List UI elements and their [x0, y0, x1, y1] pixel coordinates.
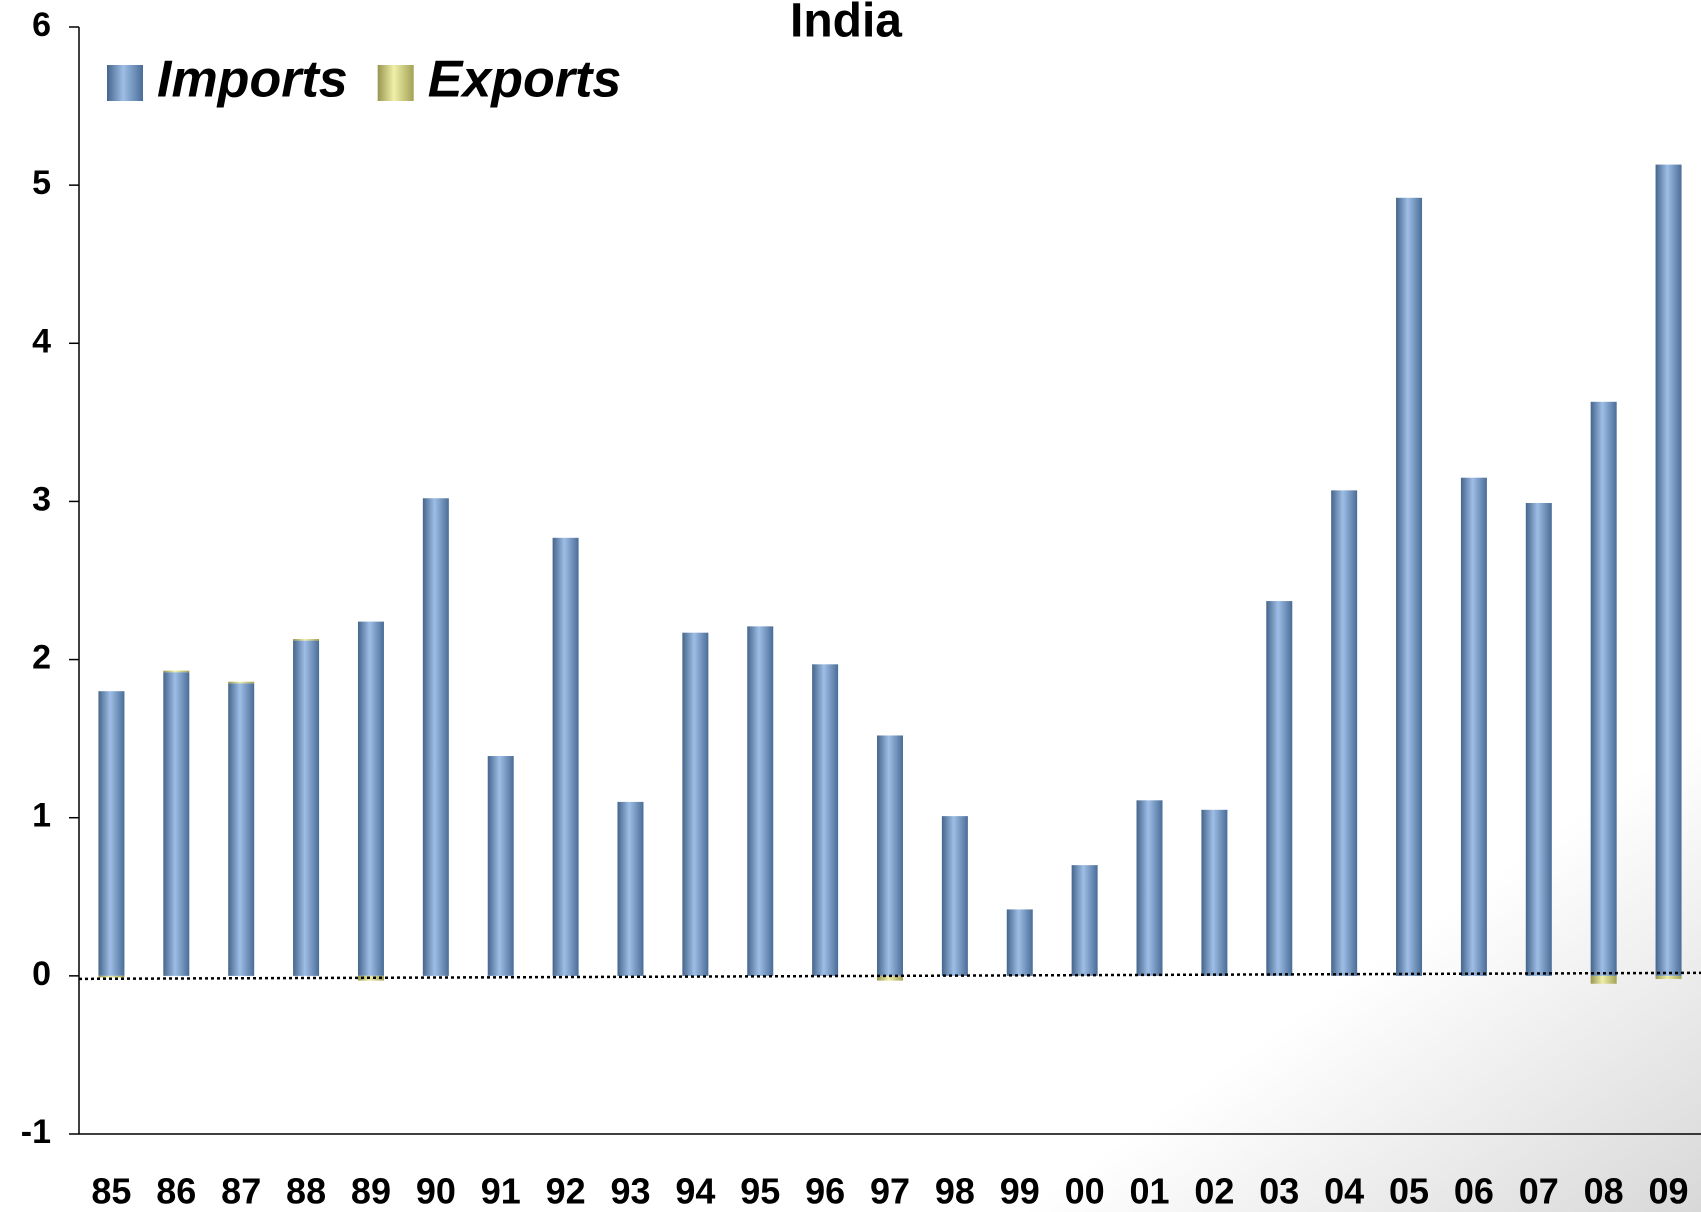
bar	[617, 801, 644, 976]
bar	[422, 498, 449, 976]
bar	[293, 639, 320, 641]
x-tick-label: 86	[156, 1171, 196, 1212]
bar	[877, 975, 903, 981]
bar	[163, 670, 190, 673]
y-tick-label: 2	[32, 639, 51, 677]
y-tick-label: 0	[32, 955, 51, 993]
bar	[1460, 477, 1487, 976]
y-tick-label: 6	[32, 6, 51, 44]
bar	[1006, 909, 1033, 976]
trend-line	[78, 971, 1701, 981]
x-tick-label: 90	[416, 1171, 456, 1212]
bar	[98, 975, 125, 978]
bar	[1655, 975, 1682, 980]
bar	[1655, 164, 1682, 976]
x-tick-label: 03	[1259, 1171, 1299, 1212]
x-tick-label: 00	[1065, 1171, 1105, 1212]
bar	[1201, 809, 1228, 976]
bar	[228, 683, 255, 976]
x-tick-label: 98	[935, 1171, 975, 1212]
bar	[357, 621, 384, 976]
x-tick-label: 08	[1584, 1171, 1624, 1212]
y-tick-label: 4	[32, 322, 51, 360]
bar	[228, 681, 255, 684]
x-tick-label: 06	[1454, 1171, 1494, 1212]
x-tick-label: 88	[286, 1171, 326, 1212]
x-tick-label: 92	[546, 1171, 586, 1212]
legend-label: Exports	[428, 51, 622, 109]
legend-label: Imports	[157, 51, 348, 109]
legend-swatch	[107, 65, 143, 101]
bar	[163, 672, 190, 976]
x-tick-label: 93	[610, 1171, 650, 1212]
x-tick-label: 91	[481, 1171, 521, 1212]
bar	[1525, 503, 1552, 976]
bar	[487, 756, 514, 976]
y-tick-label: 5	[32, 164, 51, 202]
bar	[1590, 975, 1617, 984]
x-tick-label: 95	[740, 1171, 780, 1212]
bar	[812, 664, 839, 976]
bar	[1396, 197, 1423, 976]
bar	[552, 537, 579, 976]
legend-swatch	[377, 65, 414, 101]
x-tick-label: 96	[805, 1171, 845, 1212]
y-tick-label: -1	[21, 1113, 51, 1151]
x-tick-label: 89	[351, 1171, 391, 1212]
bar	[877, 735, 903, 976]
bar	[682, 632, 709, 976]
y-tick-label: 3	[32, 480, 51, 518]
x-tick-label: 02	[1194, 1171, 1234, 1212]
bar	[357, 975, 384, 981]
bar	[1331, 490, 1358, 976]
bar	[1071, 865, 1098, 976]
bar	[1590, 401, 1617, 976]
bar	[1136, 800, 1163, 976]
chart-title: India	[790, 0, 902, 48]
x-tick-label: 04	[1324, 1171, 1364, 1212]
x-tick-label: 99	[1000, 1171, 1040, 1212]
x-tick-label: 05	[1389, 1171, 1429, 1212]
bar	[1266, 601, 1293, 976]
bar	[941, 816, 968, 976]
x-tick-label: 01	[1129, 1171, 1169, 1212]
bar	[747, 626, 774, 976]
bar	[293, 640, 320, 976]
x-tick-label: 97	[870, 1171, 910, 1212]
x-tick-label: 07	[1519, 1171, 1559, 1212]
x-tick-label: 85	[91, 1171, 131, 1212]
x-tick-label: 09	[1649, 1171, 1689, 1212]
y-tick-label: 1	[32, 797, 51, 835]
bar	[98, 691, 125, 976]
x-tick-label: 94	[675, 1171, 715, 1212]
x-tick-label: 87	[221, 1171, 261, 1212]
